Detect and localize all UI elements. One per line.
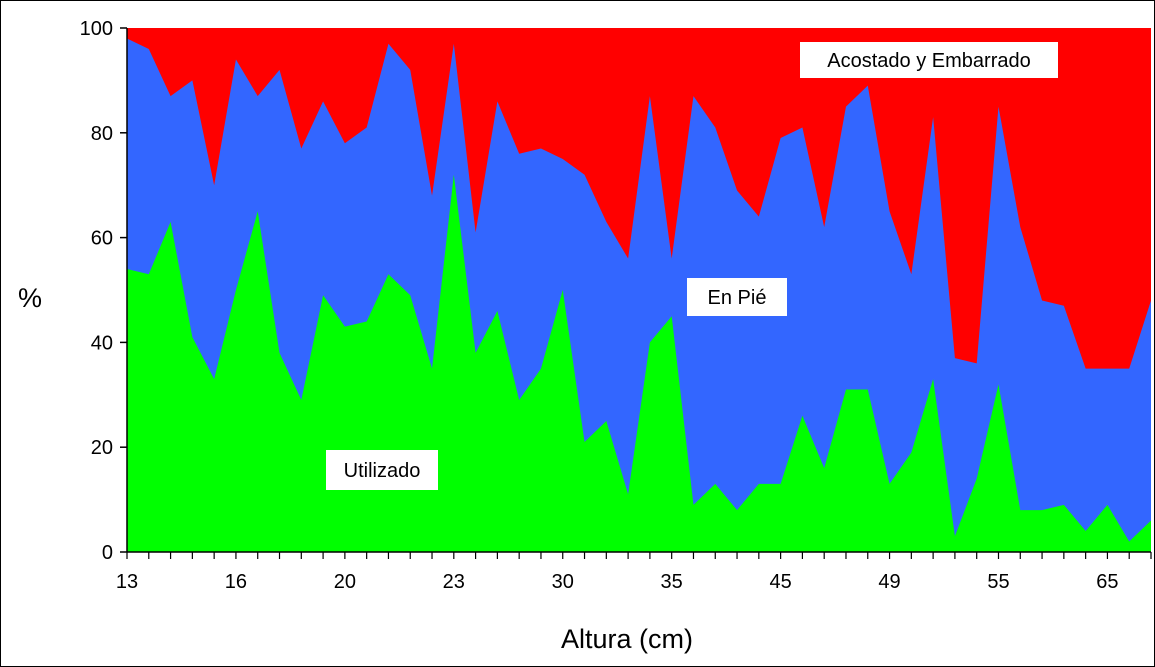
y-tick-label: 0 — [102, 542, 113, 564]
y-tick-label: 80 — [91, 123, 113, 145]
x-tick-label: 55 — [987, 571, 1009, 593]
annotation-acostado: Acostado y Embarrado — [800, 42, 1058, 78]
y-axis-title: % — [18, 283, 42, 313]
annotation-utilizado-text: Utilizado — [344, 460, 421, 482]
x-ticks: 13 16 20 23 30 35 45 49 55 65 — [116, 552, 1152, 593]
annotation-acostado-text: Acostado y Embarrado — [827, 50, 1030, 72]
x-tick-label: 20 — [334, 571, 356, 593]
x-tick-label: 30 — [552, 571, 574, 593]
x-tick-label: 45 — [769, 571, 791, 593]
axes: 0 20 40 60 80 100 13 16 20 23 30 35 45 49 55 65 — [80, 18, 1152, 593]
annotation-utilizado: Utilizado — [326, 450, 438, 490]
annotation-en-pie-text: En Pié — [708, 287, 767, 309]
x-tick-label: 13 — [116, 571, 138, 593]
x-tick-label: 35 — [661, 571, 683, 593]
x-tick-label: 65 — [1096, 571, 1118, 593]
y-tick-label: 60 — [91, 228, 113, 250]
x-tick-label: 23 — [443, 571, 465, 593]
annotation-en-pie: En Pié — [687, 278, 787, 316]
x-tick-label: 49 — [878, 571, 900, 593]
x-axis-title: Altura (cm) — [561, 624, 693, 654]
plot-areas — [127, 28, 1151, 553]
y-tick-label: 100 — [80, 18, 113, 40]
y-ticks: 0 20 40 60 80 100 — [80, 18, 127, 564]
x-tick-label: 16 — [225, 571, 247, 593]
y-tick-label: 40 — [91, 332, 113, 354]
y-tick-label: 20 — [91, 437, 113, 459]
